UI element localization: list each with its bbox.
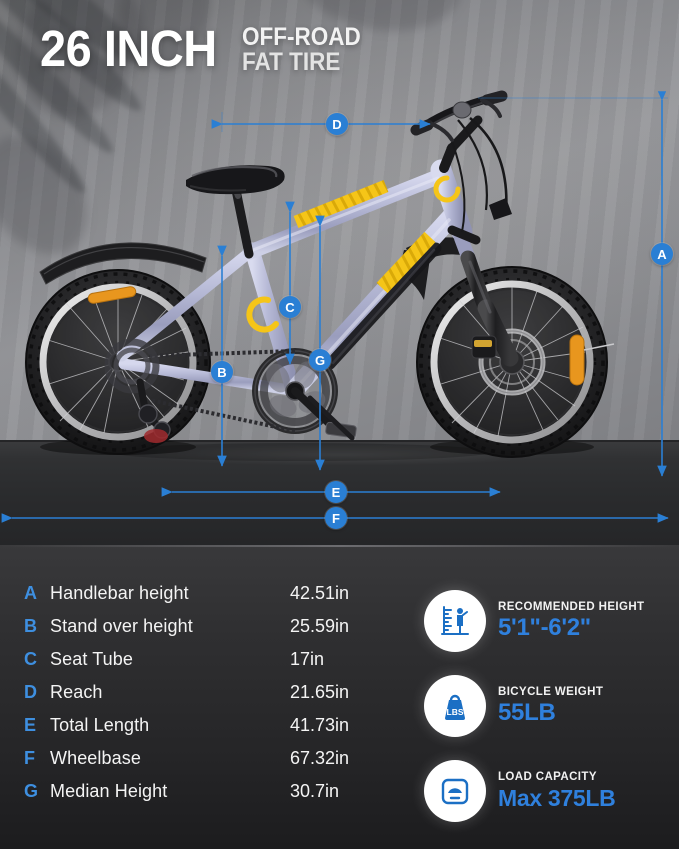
table-row: G Median Height 30.7in: [24, 781, 414, 814]
spec-label: Handlebar height: [50, 583, 189, 603]
dimension-badge-d: D: [326, 113, 348, 135]
spec-letter: E: [24, 715, 37, 735]
spec-letter: B: [24, 616, 37, 636]
title-main: 26 INCH: [40, 20, 217, 77]
spec-label: Seat Tube: [50, 649, 133, 669]
load-scale-icon: [424, 759, 486, 822]
title-subtitle: OFF-ROAD FAT TIRE: [242, 22, 361, 75]
card-load-capacity: LOAD CAPACITY Max 375LB: [424, 748, 669, 833]
card-text: RECOMMENDED HEIGHT 5'1"-6'2": [498, 601, 644, 641]
spec-letter: A: [24, 583, 37, 603]
card-bicycle-weight: LBS BICYCLE WEIGHT 55LB: [424, 663, 669, 748]
weight-icon-label: LBS: [447, 707, 464, 717]
hero-title: 26 INCH OFF-ROAD FAT TIRE: [40, 22, 374, 76]
spec-label: Stand over height: [50, 616, 193, 636]
table-row: E Total Length 41.73in: [24, 715, 414, 748]
height-ruler-icon: [424, 589, 486, 652]
card-value: 5'1"-6'2": [498, 613, 591, 641]
spec-value: 21.65in: [290, 682, 350, 702]
card-text: BICYCLE WEIGHT 55LB: [498, 686, 603, 726]
dimension-badge-f: F: [325, 507, 347, 529]
saddle: [186, 165, 285, 195]
weight-lbs-icon: LBS: [424, 674, 486, 737]
spec-value: 17in: [290, 649, 325, 669]
table-row: B Stand over height 25.59in: [24, 616, 414, 649]
card-title: BICYCLE WEIGHT: [498, 685, 604, 698]
table-row: A Handlebar height 42.51in: [24, 583, 414, 616]
title-sub-line1: OFF-ROAD: [242, 23, 361, 51]
floor-edge: [0, 440, 679, 442]
table-row: D Reach 21.65in: [24, 682, 414, 715]
card-title: LOAD CAPACITY: [498, 770, 597, 783]
drivetrain: [104, 338, 357, 443]
spec-value: 30.7in: [290, 781, 340, 801]
dimension-badge-e: E: [325, 481, 347, 503]
info-cards: RECOMMENDED HEIGHT 5'1"-6'2" LBS BICYCLE…: [424, 578, 669, 833]
dimension-overlay: [1, 91, 669, 523]
bicycle-image: [25, 90, 615, 458]
suspension-fork: [447, 225, 519, 367]
spec-label: Reach: [50, 682, 103, 702]
table-row: F Wheelbase 67.32in: [24, 748, 414, 781]
spec-value: 41.73in: [290, 715, 350, 735]
dimension-badge-c: C: [279, 296, 301, 318]
spec-panel: [0, 545, 679, 849]
dimension-badge-g: G: [309, 349, 331, 371]
panel-divider: [0, 545, 679, 547]
dimension-badge-b: B: [211, 361, 233, 383]
table-row: C Seat Tube 17in: [24, 649, 414, 682]
dimension-badge-a: A: [651, 243, 673, 265]
spec-value: 42.51in: [290, 583, 350, 603]
hero-photo: A B C D E F G 26 INCH OFF-ROAD FAT TIRE: [0, 0, 679, 545]
spec-value: 25.59in: [290, 616, 350, 636]
spec-value: 67.32in: [290, 748, 350, 768]
card-text: LOAD CAPACITY Max 375LB: [498, 770, 616, 811]
card-title: RECOMMENDED HEIGHT: [498, 600, 645, 613]
spec-label: Wheelbase: [50, 748, 141, 768]
card-value: Max 375LB: [498, 784, 616, 811]
spec-letter: F: [24, 748, 35, 768]
spec-letter: G: [24, 781, 39, 801]
spec-letter: C: [24, 649, 37, 669]
handlebar: [410, 90, 508, 233]
spec-letter: D: [24, 682, 37, 702]
card-value: 55LB: [498, 698, 556, 726]
card-recommended-height: RECOMMENDED HEIGHT 5'1"-6'2": [424, 578, 669, 663]
spec-label: Total Length: [50, 715, 150, 735]
spec-table: A Handlebar height 42.51in B Stand over …: [24, 583, 414, 814]
title-sub-line2: FAT TIRE: [242, 48, 341, 76]
spec-label: Median Height: [50, 781, 168, 801]
